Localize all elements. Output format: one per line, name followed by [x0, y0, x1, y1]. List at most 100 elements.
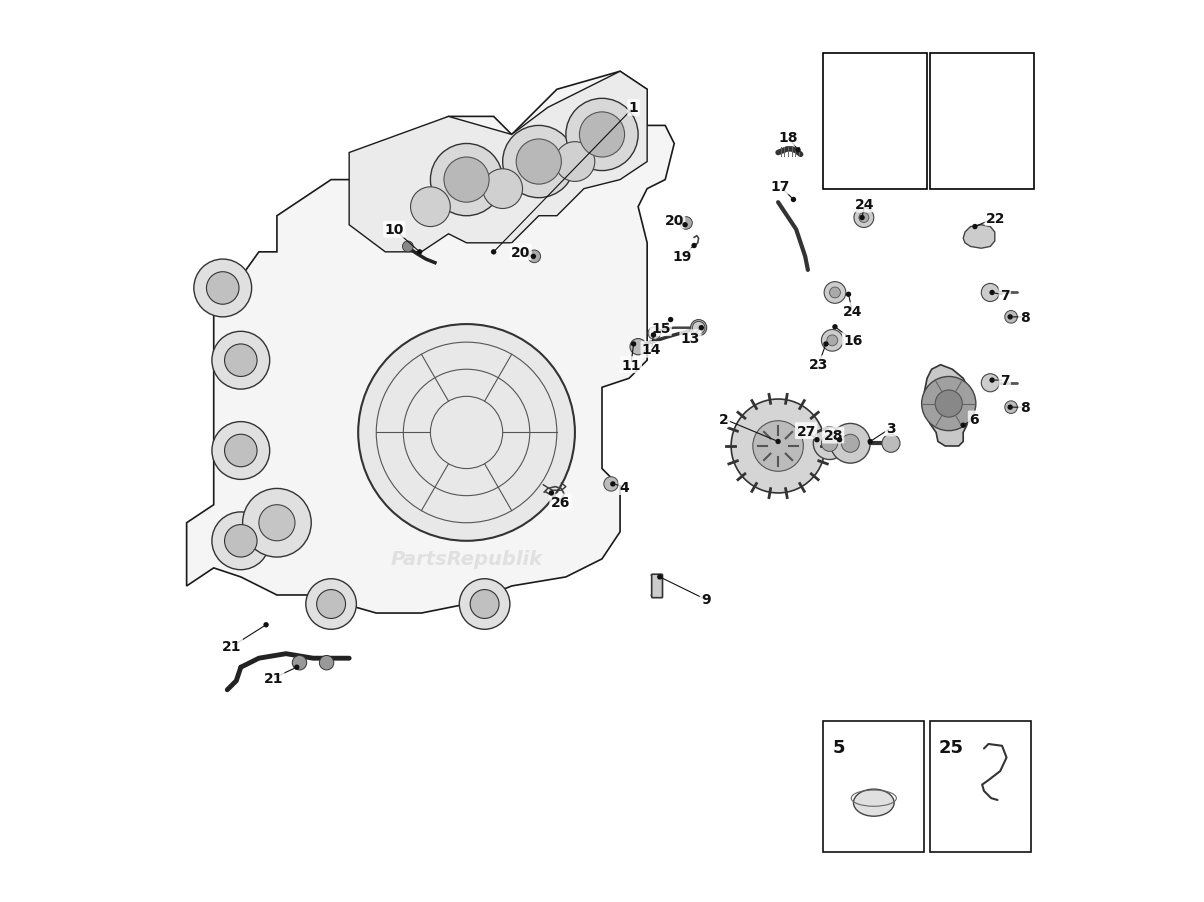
Bar — [929, 722, 1031, 852]
Circle shape — [212, 332, 270, 390]
Circle shape — [306, 579, 356, 630]
Text: 17: 17 — [771, 179, 790, 194]
Circle shape — [691, 244, 697, 249]
Circle shape — [1008, 405, 1013, 410]
Circle shape — [207, 272, 240, 305]
Circle shape — [881, 435, 901, 453]
Circle shape — [566, 99, 638, 171]
Circle shape — [845, 292, 851, 298]
Text: PartsRepublik: PartsRepublik — [390, 351, 543, 371]
Circle shape — [402, 242, 413, 253]
Circle shape — [225, 435, 258, 467]
Text: 8: 8 — [1020, 400, 1029, 415]
Text: 13: 13 — [680, 331, 701, 345]
Text: 4: 4 — [620, 480, 630, 494]
Text: 24: 24 — [843, 304, 862, 318]
Circle shape — [259, 505, 295, 541]
Polygon shape — [925, 365, 973, 446]
Circle shape — [194, 260, 252, 318]
Circle shape — [868, 439, 873, 445]
Bar — [824, 722, 925, 852]
Circle shape — [775, 439, 780, 445]
Circle shape — [921, 377, 975, 431]
Circle shape — [317, 590, 346, 619]
Circle shape — [417, 250, 423, 255]
Text: 7: 7 — [1001, 289, 1009, 303]
Circle shape — [471, 590, 500, 619]
Circle shape — [990, 378, 995, 383]
Circle shape — [831, 424, 870, 464]
Circle shape — [825, 282, 846, 304]
Circle shape — [1008, 315, 1013, 320]
Bar — [824, 54, 927, 189]
Circle shape — [832, 325, 838, 330]
Circle shape — [827, 336, 838, 346]
Circle shape — [294, 665, 300, 670]
FancyBboxPatch shape — [651, 575, 662, 598]
Circle shape — [814, 437, 820, 443]
Circle shape — [990, 290, 995, 296]
Circle shape — [837, 437, 843, 443]
Circle shape — [411, 188, 450, 227]
Circle shape — [549, 491, 554, 496]
Circle shape — [579, 113, 625, 158]
Ellipse shape — [854, 789, 895, 816]
Circle shape — [631, 342, 636, 347]
Text: 7: 7 — [1001, 373, 1009, 388]
Circle shape — [830, 288, 840, 299]
Circle shape — [225, 525, 258, 557]
Circle shape — [961, 423, 966, 428]
Text: 15: 15 — [651, 321, 671, 336]
Text: 21: 21 — [222, 640, 242, 654]
Circle shape — [858, 213, 869, 223]
Circle shape — [821, 330, 843, 352]
Circle shape — [657, 575, 662, 580]
Text: 2: 2 — [719, 412, 728, 427]
Text: 10: 10 — [384, 223, 405, 237]
Circle shape — [692, 322, 706, 335]
Circle shape — [691, 320, 707, 336]
Text: 11: 11 — [621, 358, 641, 373]
Circle shape — [1004, 311, 1017, 324]
Circle shape — [651, 333, 656, 338]
Circle shape — [814, 428, 845, 460]
Circle shape — [264, 622, 268, 628]
Text: 18: 18 — [778, 131, 798, 145]
Circle shape — [503, 126, 576, 198]
Circle shape — [431, 144, 503, 216]
Circle shape — [531, 254, 536, 260]
Circle shape — [491, 250, 496, 255]
Circle shape — [529, 251, 541, 263]
Text: 6: 6 — [969, 412, 979, 427]
Text: PartsRepublik: PartsRepublik — [390, 549, 543, 569]
Text: 20: 20 — [665, 214, 684, 228]
Circle shape — [842, 435, 860, 453]
Text: 21: 21 — [264, 671, 283, 686]
Circle shape — [668, 318, 673, 323]
Text: 24: 24 — [855, 198, 874, 212]
Circle shape — [517, 140, 561, 185]
Text: 27: 27 — [796, 424, 816, 438]
Text: 5: 5 — [832, 738, 845, 756]
Text: 3: 3 — [886, 421, 896, 436]
Bar — [929, 54, 1033, 189]
Circle shape — [243, 489, 312, 557]
Circle shape — [679, 217, 692, 230]
Circle shape — [359, 325, 576, 541]
Circle shape — [604, 477, 619, 492]
Circle shape — [854, 208, 874, 228]
Text: 19: 19 — [673, 250, 692, 264]
Text: 14: 14 — [642, 343, 661, 357]
Text: 25: 25 — [939, 738, 964, 756]
Circle shape — [752, 421, 803, 472]
Circle shape — [683, 223, 687, 228]
Text: PartsRepublik: PartsRepublik — [390, 450, 543, 470]
Circle shape — [648, 327, 661, 340]
Circle shape — [610, 482, 615, 487]
Text: 23: 23 — [809, 357, 828, 372]
Circle shape — [212, 422, 270, 480]
Circle shape — [796, 148, 801, 153]
Text: 8: 8 — [1020, 310, 1029, 325]
Text: 20: 20 — [510, 245, 531, 260]
Circle shape — [981, 284, 999, 302]
